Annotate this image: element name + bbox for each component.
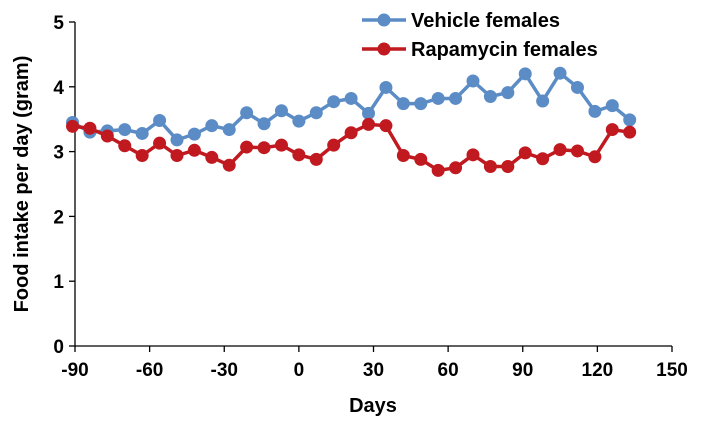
data-point-rapamycin-females	[83, 121, 97, 135]
data-point-rapamycin-females	[205, 150, 219, 164]
data-point-vehicle-females	[222, 123, 236, 137]
data-point-rapamycin-females	[153, 136, 167, 150]
x-tick-label: 0	[294, 360, 305, 381]
x-tick-label: 30	[363, 360, 384, 381]
data-point-vehicle-females	[327, 95, 341, 109]
data-point-rapamycin-females	[240, 140, 254, 154]
data-point-vehicle-females	[414, 97, 428, 111]
data-point-vehicle-females	[570, 80, 584, 94]
data-point-vehicle-females	[153, 113, 167, 127]
data-point-vehicle-females	[135, 126, 149, 140]
data-point-vehicle-females	[623, 113, 637, 127]
plot-area: 0 1 2 3 4 5 -90 -60 -30 0 30 60 90 120 150	[53, 13, 687, 381]
y-tick-label: 2	[53, 207, 64, 228]
data-point-vehicle-females	[274, 104, 288, 118]
y-axis-title: Food intake per day (gram)	[11, 56, 33, 313]
data-point-rapamycin-females	[292, 148, 306, 162]
legend-swatch-marker	[377, 42, 391, 56]
data-point-rapamycin-females	[309, 152, 323, 166]
data-point-rapamycin-females	[570, 144, 584, 158]
data-point-vehicle-females	[605, 99, 619, 113]
data-point-rapamycin-females	[466, 148, 480, 162]
y-tick-label: 0	[53, 337, 64, 358]
x-axis-ticks: -90 -60 -30 0 30 60 90 120 150	[61, 346, 688, 381]
data-point-rapamycin-females	[379, 119, 393, 133]
data-point-rapamycin-females	[327, 138, 341, 152]
x-tick-label: 120	[582, 360, 614, 381]
legend-item-rapamycin-females: Rapamycin females	[362, 39, 598, 61]
data-point-vehicle-females	[344, 91, 358, 105]
data-point-vehicle-females	[483, 90, 497, 104]
data-point-vehicle-females	[536, 94, 550, 108]
data-point-rapamycin-females	[536, 152, 550, 166]
y-tick-label: 1	[53, 272, 64, 293]
x-tick-label: -60	[136, 360, 163, 381]
data-point-rapamycin-females	[222, 158, 236, 172]
data-point-vehicle-females	[257, 117, 271, 131]
legend: Vehicle females Rapamycin females	[362, 10, 598, 61]
legend-label: Vehicle females	[411, 10, 560, 32]
data-point-vehicle-females	[449, 91, 463, 105]
data-point-vehicle-females	[466, 74, 480, 88]
data-point-rapamycin-females	[623, 125, 637, 139]
series-layer	[66, 66, 637, 177]
data-point-vehicle-females	[518, 67, 532, 81]
data-point-rapamycin-females	[414, 152, 428, 166]
x-tick-label: -30	[211, 360, 238, 381]
data-point-rapamycin-females	[118, 139, 132, 153]
y-tick-label: 3	[53, 143, 64, 164]
data-point-vehicle-females	[431, 91, 445, 105]
data-point-vehicle-females	[362, 106, 376, 120]
data-point-vehicle-females	[187, 127, 201, 141]
data-point-vehicle-females	[379, 80, 393, 94]
data-point-vehicle-females	[170, 133, 184, 147]
data-point-rapamycin-females	[170, 148, 184, 162]
data-point-vehicle-females	[588, 104, 602, 118]
data-point-rapamycin-females	[257, 141, 271, 155]
data-point-rapamycin-females	[431, 163, 445, 177]
data-point-vehicle-females	[309, 106, 323, 120]
x-tick-label: 60	[438, 360, 459, 381]
data-point-vehicle-females	[553, 66, 567, 80]
x-tick-label: 150	[656, 360, 688, 381]
data-point-rapamycin-females	[518, 146, 532, 160]
data-point-rapamycin-females	[362, 117, 376, 131]
x-axis-title: Days	[349, 395, 397, 417]
x-tick-label: 90	[512, 360, 533, 381]
data-point-rapamycin-females	[135, 148, 149, 162]
data-point-rapamycin-females	[100, 129, 114, 143]
data-point-rapamycin-females	[66, 119, 80, 133]
data-point-rapamycin-females	[449, 161, 463, 175]
y-tick-label: 4	[53, 78, 64, 99]
data-point-rapamycin-females	[553, 143, 567, 157]
data-point-vehicle-females	[240, 106, 254, 120]
y-tick-label: 5	[53, 13, 64, 34]
x-tick-label: -90	[61, 360, 88, 381]
data-point-rapamycin-females	[274, 138, 288, 152]
data-point-rapamycin-females	[396, 148, 410, 162]
y-axis-ticks: 0 1 2 3 4 5	[53, 13, 75, 358]
data-point-rapamycin-females	[483, 160, 497, 174]
legend-swatch-marker	[377, 13, 391, 27]
legend-label: Rapamycin females	[411, 39, 598, 61]
data-point-rapamycin-females	[344, 126, 358, 140]
data-point-rapamycin-females	[501, 160, 515, 174]
data-point-rapamycin-females	[605, 123, 619, 137]
legend-item-vehicle-females: Vehicle females	[362, 10, 560, 32]
data-point-vehicle-females	[396, 97, 410, 111]
data-point-rapamycin-females	[187, 143, 201, 157]
data-point-rapamycin-females	[588, 150, 602, 164]
data-point-vehicle-females	[205, 119, 219, 133]
data-point-vehicle-females	[292, 114, 306, 128]
data-point-vehicle-females	[501, 86, 515, 100]
data-point-vehicle-females	[118, 123, 132, 137]
series-rapamycin-females	[66, 117, 637, 177]
